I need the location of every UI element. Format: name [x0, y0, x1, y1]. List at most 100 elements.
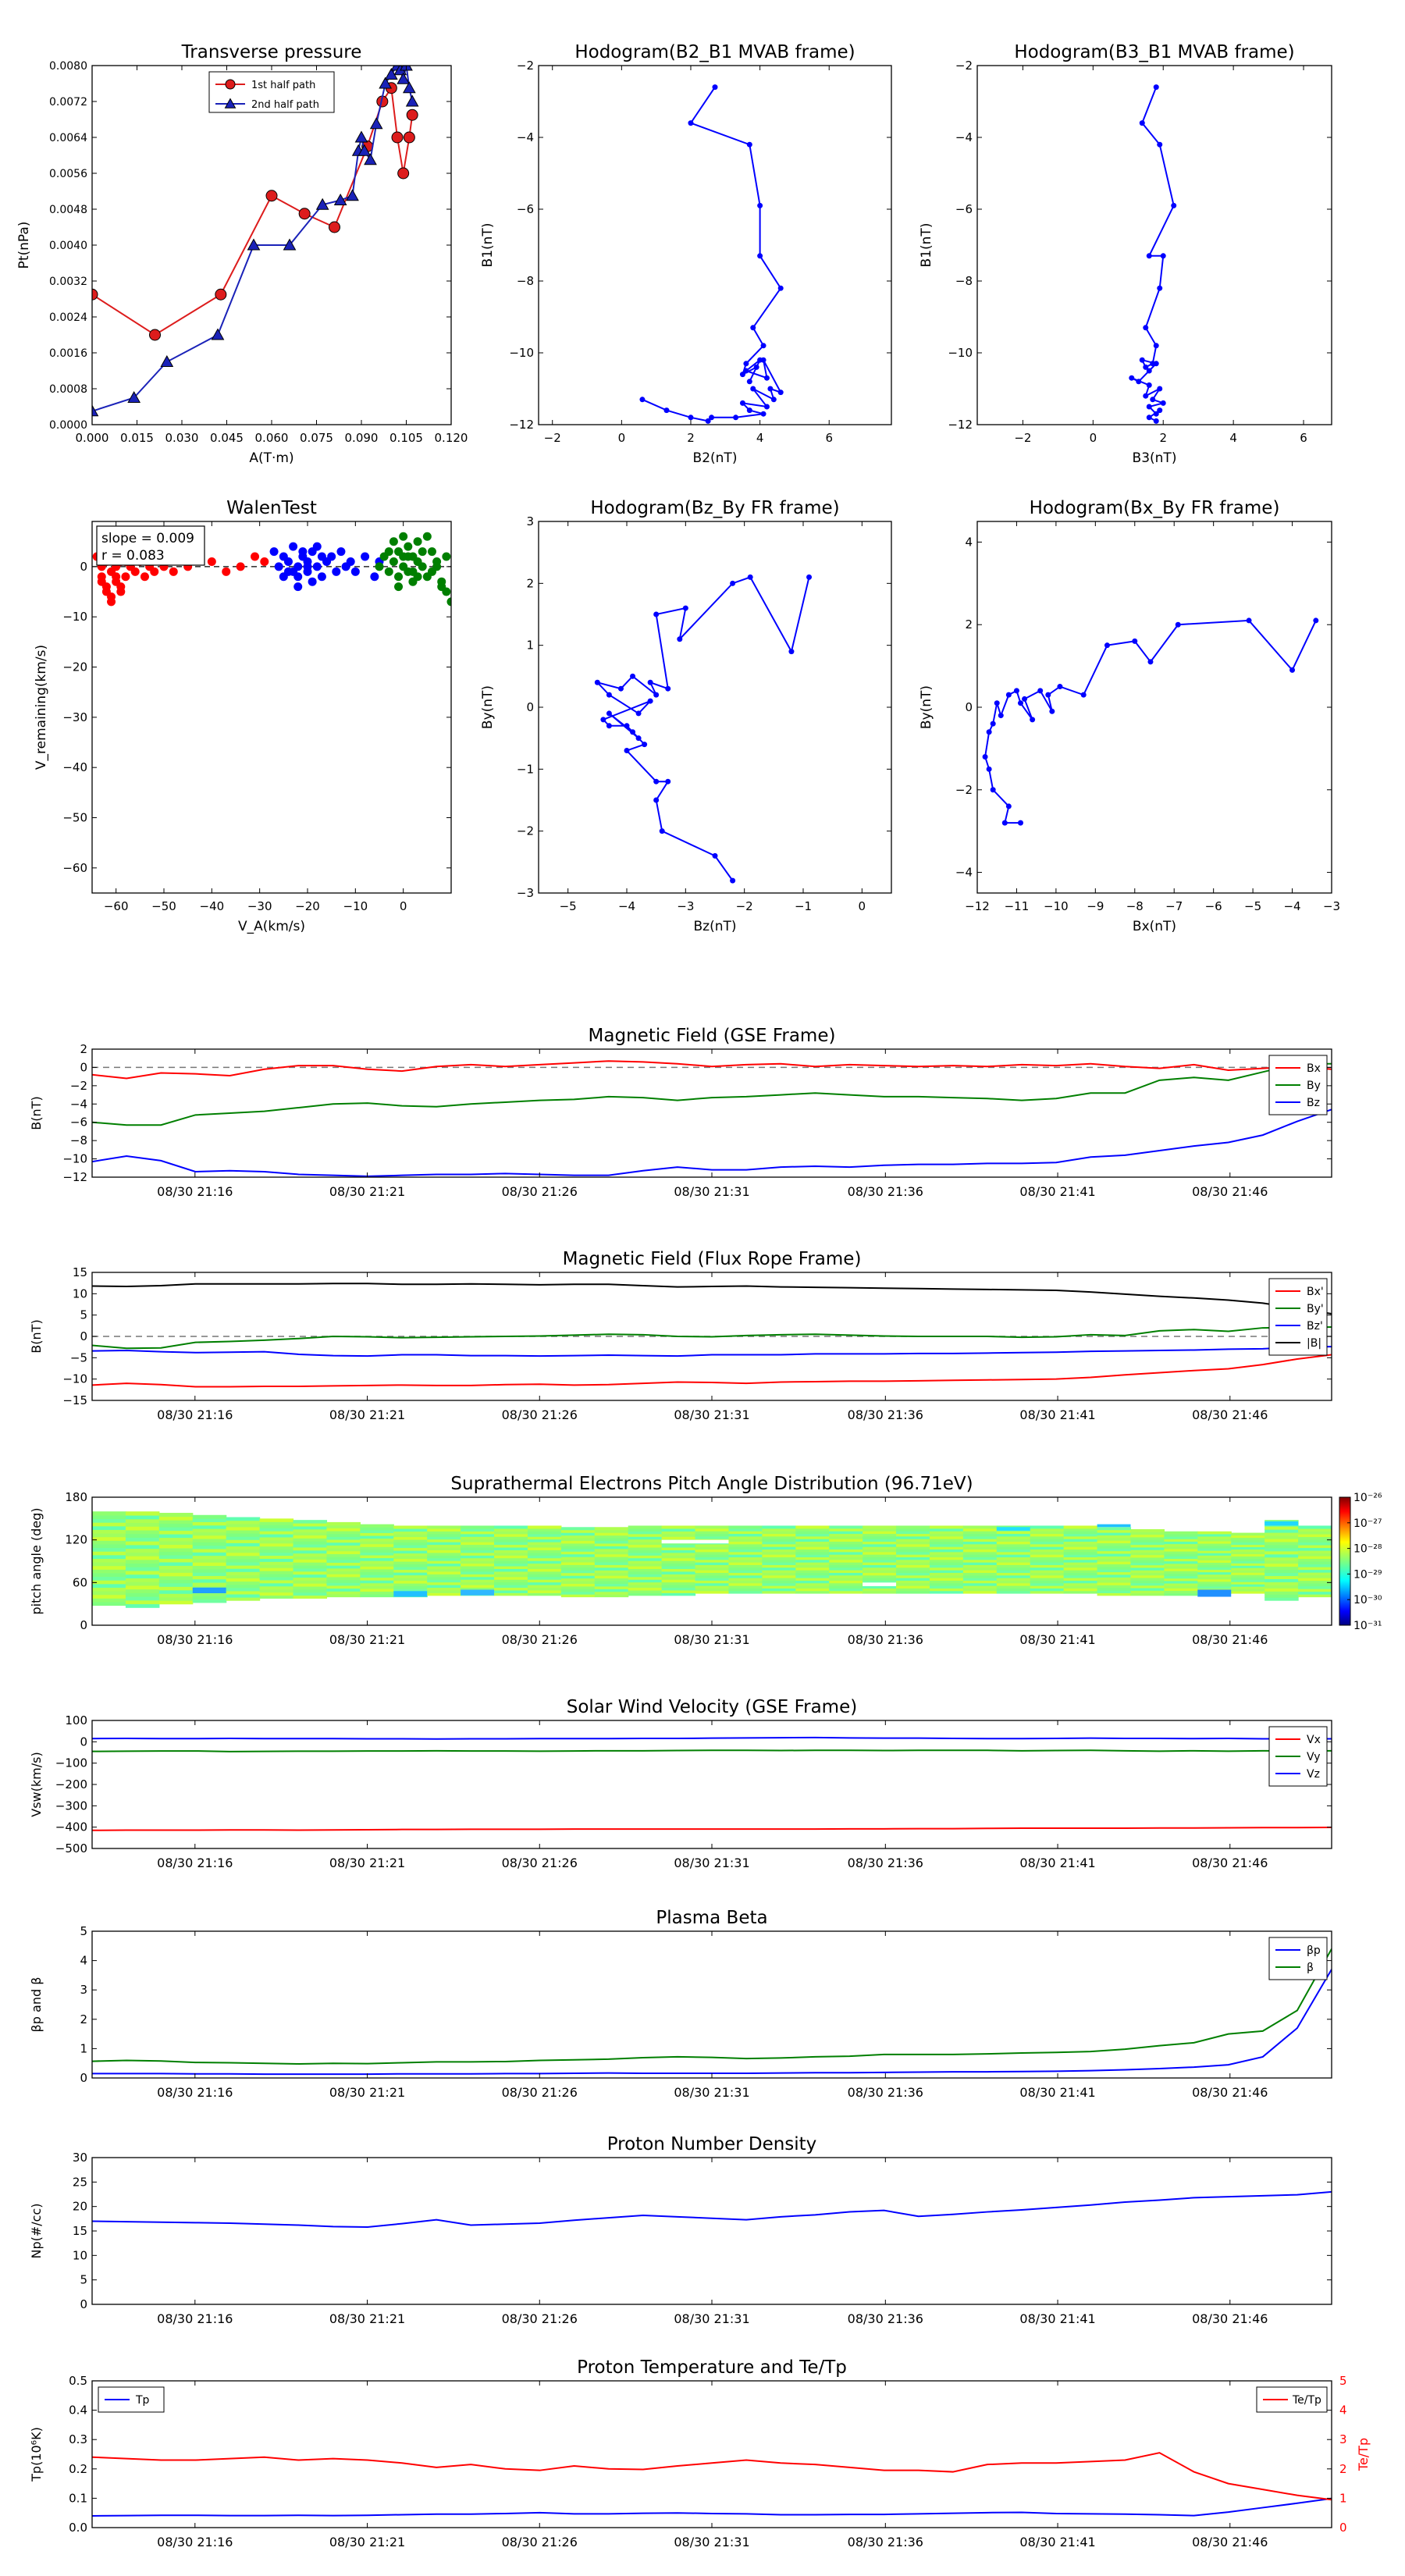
scatter-point	[112, 572, 121, 582]
heatmap-cell	[1063, 1570, 1098, 1573]
heatmap-cell	[795, 1562, 830, 1565]
x-axis-label: B3(nT)	[1133, 450, 1177, 466]
heatmap-cell	[661, 1531, 696, 1535]
heatmap-cell	[628, 1552, 663, 1556]
heatmap-cell	[929, 1543, 964, 1547]
heatmap-cell	[158, 1558, 194, 1563]
heatmap-cell	[1298, 1553, 1332, 1557]
y-tick-label: −5	[70, 1350, 87, 1364]
scatter-point	[279, 572, 288, 582]
heatmap-cell	[594, 1561, 629, 1565]
heatmap-cell	[125, 1533, 160, 1538]
heatmap-cell	[1063, 1564, 1098, 1568]
heatmap-cell	[929, 1525, 964, 1529]
heatmap-cell	[1164, 1556, 1198, 1560]
chart-title: WalenTest	[226, 498, 317, 518]
heatmap-cell	[628, 1528, 663, 1532]
legend-right: Te/Tp	[1256, 2386, 1328, 2413]
heatmap-cell	[527, 1565, 562, 1569]
data-point	[397, 72, 411, 84]
x-axis-label: Bx(nT)	[1133, 919, 1176, 934]
scatter-point	[418, 547, 427, 557]
heatmap-cell	[560, 1591, 596, 1595]
x-tick-label: −50	[151, 899, 176, 913]
heatmap-cell	[661, 1560, 696, 1564]
data-point	[1030, 717, 1036, 723]
data-point	[647, 698, 653, 704]
heatmap-cell	[1197, 1578, 1232, 1582]
heatmap-cell	[829, 1528, 863, 1532]
heatmap-cell	[158, 1551, 194, 1556]
scatter-point	[150, 567, 159, 576]
heatmap-cell	[494, 1589, 528, 1593]
series-line	[92, 2190, 1332, 2228]
heatmap-cell	[1063, 1580, 1098, 1584]
heatmap-cell	[762, 1551, 796, 1555]
heatmap-cell	[1298, 1580, 1332, 1584]
legend: Bx' By' Bz' |B|	[1268, 1278, 1328, 1356]
heatmap-cell	[326, 1550, 361, 1554]
heatmap-cell	[1197, 1576, 1232, 1580]
data-point	[1146, 382, 1152, 388]
heatmap-cell	[1130, 1570, 1165, 1574]
heatmap-cell	[896, 1531, 930, 1535]
data-point	[739, 372, 745, 378]
heatmap-cell	[293, 1553, 328, 1557]
heatmap-cell	[863, 1574, 897, 1578]
heatmap-cell	[795, 1535, 830, 1539]
data-point	[1160, 400, 1166, 406]
heatmap-cell	[1030, 1525, 1065, 1529]
data-point	[635, 710, 642, 717]
heatmap-cell	[762, 1564, 796, 1568]
plot-area	[982, 617, 1319, 826]
scatter-point	[404, 542, 413, 551]
heatmap-cell	[158, 1582, 194, 1587]
heatmap-cell	[962, 1557, 998, 1560]
series-line	[92, 66, 414, 412]
data-point	[1057, 684, 1063, 690]
heatmap-cell	[1298, 1574, 1332, 1578]
heatmap-cell	[461, 1571, 495, 1574]
heatmap-cell	[996, 1535, 1031, 1539]
heatmap-cell	[896, 1582, 930, 1586]
x-axis-label: B2(nT)	[693, 450, 738, 466]
data-point	[1150, 397, 1156, 403]
x-tick-label: 0	[859, 899, 866, 913]
heatmap-cell	[293, 1559, 328, 1563]
data-point	[630, 673, 636, 679]
data-point	[1005, 803, 1012, 809]
y-tick-label: −10	[948, 346, 973, 360]
x-tick-label: −3	[1323, 899, 1340, 913]
y-axis-label: Tp(10⁶K)	[29, 2427, 44, 2482]
heatmap-cell	[996, 1580, 1031, 1584]
data-point	[653, 692, 660, 698]
data-point	[1037, 688, 1044, 694]
heatmap-cell	[158, 1596, 194, 1601]
data-point	[283, 238, 297, 251]
heatmap-cell	[527, 1568, 562, 1572]
x-tick-label: 08/30 21:36	[848, 2311, 923, 2326]
y-tick-label: 0.0032	[49, 276, 87, 288]
x-tick-label: 0.000	[76, 431, 109, 445]
heatmap-cell	[494, 1536, 528, 1540]
y-tick-label: −10	[509, 346, 534, 360]
heatmap-cell	[1197, 1581, 1232, 1585]
scatter-point	[427, 567, 436, 576]
heatmap-cell	[1063, 1585, 1098, 1589]
heatmap-cell	[92, 1514, 126, 1520]
y-tick-label: 0.0072	[49, 96, 87, 109]
heatmap-cell	[594, 1551, 629, 1555]
heatmap-cell	[158, 1600, 194, 1605]
heatmap-cell	[661, 1592, 696, 1596]
x-tick-label: 08/30 21:36	[848, 1632, 923, 1647]
scatter-point	[399, 532, 408, 541]
heatmap-cell	[427, 1531, 461, 1535]
data-point	[403, 131, 415, 144]
heatmap-cell	[996, 1539, 1031, 1542]
heatmap-cell	[494, 1555, 528, 1559]
data-point	[624, 748, 630, 754]
heatmap-cell	[1164, 1531, 1198, 1535]
heatmap-cell	[1030, 1580, 1065, 1584]
heatmap-cell	[125, 1537, 160, 1542]
heatmap-cell	[1130, 1582, 1165, 1586]
